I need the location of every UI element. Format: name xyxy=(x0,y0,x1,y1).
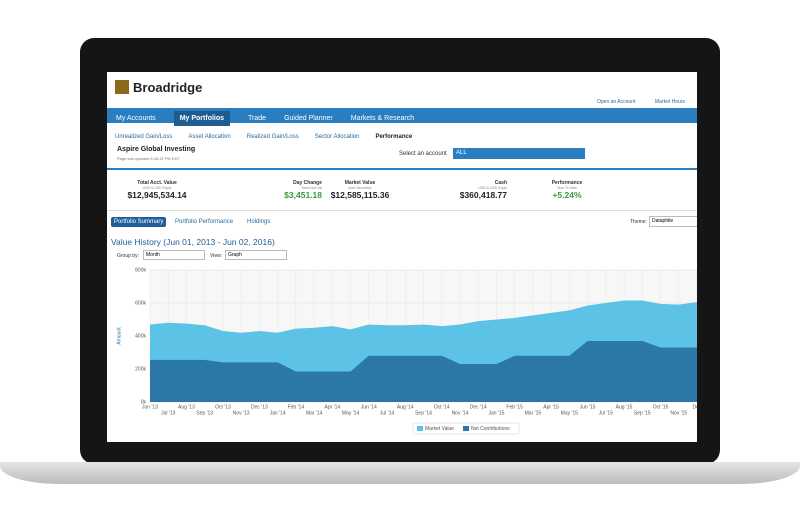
x-tick-label: Sep '15 xyxy=(634,410,651,416)
summary-sub: Total Acct Val xyxy=(301,186,322,190)
x-tick-label: Jul '15 xyxy=(599,410,614,416)
summary-item: Performance Year To Date +5.24% xyxy=(517,180,617,200)
nav-item[interactable]: Guided Planner xyxy=(284,115,333,122)
nav-item[interactable]: Markets & Research xyxy=(350,115,415,122)
y-axis-label: Amount xyxy=(116,327,122,345)
chart-title: Value History (Jun 01, 2013 - Jun 02, 20… xyxy=(111,237,275,247)
x-tick-label: Nov '13 xyxy=(233,410,250,416)
x-tick-label: Dec xyxy=(693,404,697,410)
x-tick-label: May '15 xyxy=(561,410,579,416)
legend-swatch xyxy=(417,426,423,431)
y-tick-label: 800k xyxy=(135,267,146,273)
x-tick-label: Jan '14 xyxy=(270,410,286,416)
legend-swatch xyxy=(463,426,469,431)
sub-nav: Unrealized Gain/Loss Asset Allocation Real… xyxy=(107,128,420,140)
x-tick-label: Jul '13 xyxy=(161,410,176,416)
theme-label: Theme: xyxy=(630,219,647,225)
area xyxy=(150,340,697,402)
account-name: Aspire Global Investing xyxy=(117,146,196,153)
legend-label: Market Value xyxy=(425,426,454,432)
x-tick-label: Aug '15 xyxy=(616,404,633,410)
summary-label: Cash xyxy=(494,180,507,186)
x-tick-label: Jun '14 xyxy=(361,404,377,410)
summary-sub: USD & USD Equiv xyxy=(478,186,507,190)
nav-item[interactable]: Trade xyxy=(248,115,267,122)
x-tick-label: Oct '14 xyxy=(434,404,450,410)
x-tick-label: Feb '15 xyxy=(506,404,523,410)
divider xyxy=(107,210,697,211)
x-tick-label: Oct '13 xyxy=(215,404,231,410)
view-label: View: xyxy=(210,253,223,259)
updated: Page last updated 8:26:32 PM EDT xyxy=(117,156,180,161)
x-tick-label: Mar '15 xyxy=(525,410,542,416)
x-tick-label: Jan '15 xyxy=(488,410,504,416)
summary-item: Cash USD & USD Equiv $360,418.77 xyxy=(407,180,507,200)
x-tick-label: Oct '15 xyxy=(653,404,669,410)
x-tick-label: Nov '15 xyxy=(670,410,687,416)
summary-value: $12,945,534.14 xyxy=(127,190,187,200)
x-tick-label: May '14 xyxy=(342,410,360,416)
x-tick-label: Jul '14 xyxy=(380,410,395,416)
summary-label: Day Change xyxy=(293,180,322,186)
legend-label: Net Contributions xyxy=(471,426,510,432)
x-tick-label: Nov '14 xyxy=(452,410,469,416)
summary-sub: USD & USD Equiv xyxy=(142,186,172,190)
tab[interactable]: Holdings xyxy=(247,219,271,225)
summary-value: $3,451.18 xyxy=(284,190,322,200)
link[interactable]: Market Hours xyxy=(655,99,686,105)
summary-value: $360,418.77 xyxy=(459,190,507,200)
summary-item: Total Acct. Value USD & USD Equiv $12,945,… xyxy=(107,180,207,200)
nav-item[interactable]: My Accounts xyxy=(116,115,156,122)
tab[interactable]: Portfolio Summary xyxy=(111,217,167,227)
x-tick-label: Aug '14 xyxy=(397,404,414,410)
group-select[interactable]: Month xyxy=(143,250,205,260)
y-tick-label: 400k xyxy=(135,333,146,339)
sub-nav-item[interactable]: Unrealized Gain/Loss xyxy=(115,134,173,140)
sub-nav-item[interactable]: Sector Allocation xyxy=(314,134,360,140)
x-tick-label: Apr '15 xyxy=(543,404,559,410)
y-tick-label: 0k xyxy=(141,399,147,405)
nav-bar: My Accounts My Portfolios Trade Guided Plan… xyxy=(107,108,697,126)
x-tick-label: Jun '13 xyxy=(142,404,158,410)
account-select[interactable]: ALL xyxy=(453,148,585,159)
tab[interactable]: Portfolio Performance xyxy=(175,219,234,225)
x-tick-label: Dec '14 xyxy=(470,404,487,410)
summary-label: Total Acct. Value xyxy=(137,180,177,186)
screen: Broadridge Open an Account Market Hours … xyxy=(107,72,697,442)
theme-select[interactable]: Dataphile xyxy=(649,216,697,227)
summary-value: $12,585,115.36 xyxy=(330,190,390,200)
view-select[interactable]: Graph xyxy=(225,250,287,260)
summary-sub: Year To Date xyxy=(556,186,578,190)
x-tick-label: Dec '13 xyxy=(251,404,268,410)
sub-nav-item[interactable]: Asset Allocation xyxy=(188,134,231,140)
x-tick-label: Feb '14 xyxy=(288,404,305,410)
y-tick-label: 200k xyxy=(135,366,146,372)
group-label: Group by: xyxy=(117,253,139,259)
summary-label: Market Value xyxy=(344,180,376,186)
x-tick-label: Mar '14 xyxy=(306,410,323,416)
link[interactable]: Open an Account xyxy=(597,99,636,105)
summary-item: Market Value Acct Securities $12,585,115.3… xyxy=(310,180,410,200)
x-tick-label: Sep '13 xyxy=(196,410,213,416)
nav-item[interactable]: My Portfolios xyxy=(173,111,231,126)
x-tick-label: Sep '14 xyxy=(415,410,432,416)
x-tick-label: Jun '15 xyxy=(580,404,596,410)
y-tick-label: 600k xyxy=(135,300,146,306)
summary-item: Day Change Total Acct Val $3,451.18 xyxy=(222,180,322,200)
x-tick-label: Apr '14 xyxy=(324,404,340,410)
sub-nav-item[interactable]: Realized Gain/Loss xyxy=(246,134,299,140)
summary-label: Performance xyxy=(551,180,583,186)
divider xyxy=(107,168,697,170)
laptop-base xyxy=(0,462,800,484)
logo-icon xyxy=(115,80,129,94)
summary-value: +5.24% xyxy=(552,190,582,200)
sub-nav-item[interactable]: Performance xyxy=(375,134,413,140)
logo: Broadridge xyxy=(133,80,203,95)
select-label: Select an account xyxy=(399,151,447,157)
x-tick-label: Aug '13 xyxy=(178,404,195,410)
summary-sub: Acct Securities xyxy=(348,186,372,190)
